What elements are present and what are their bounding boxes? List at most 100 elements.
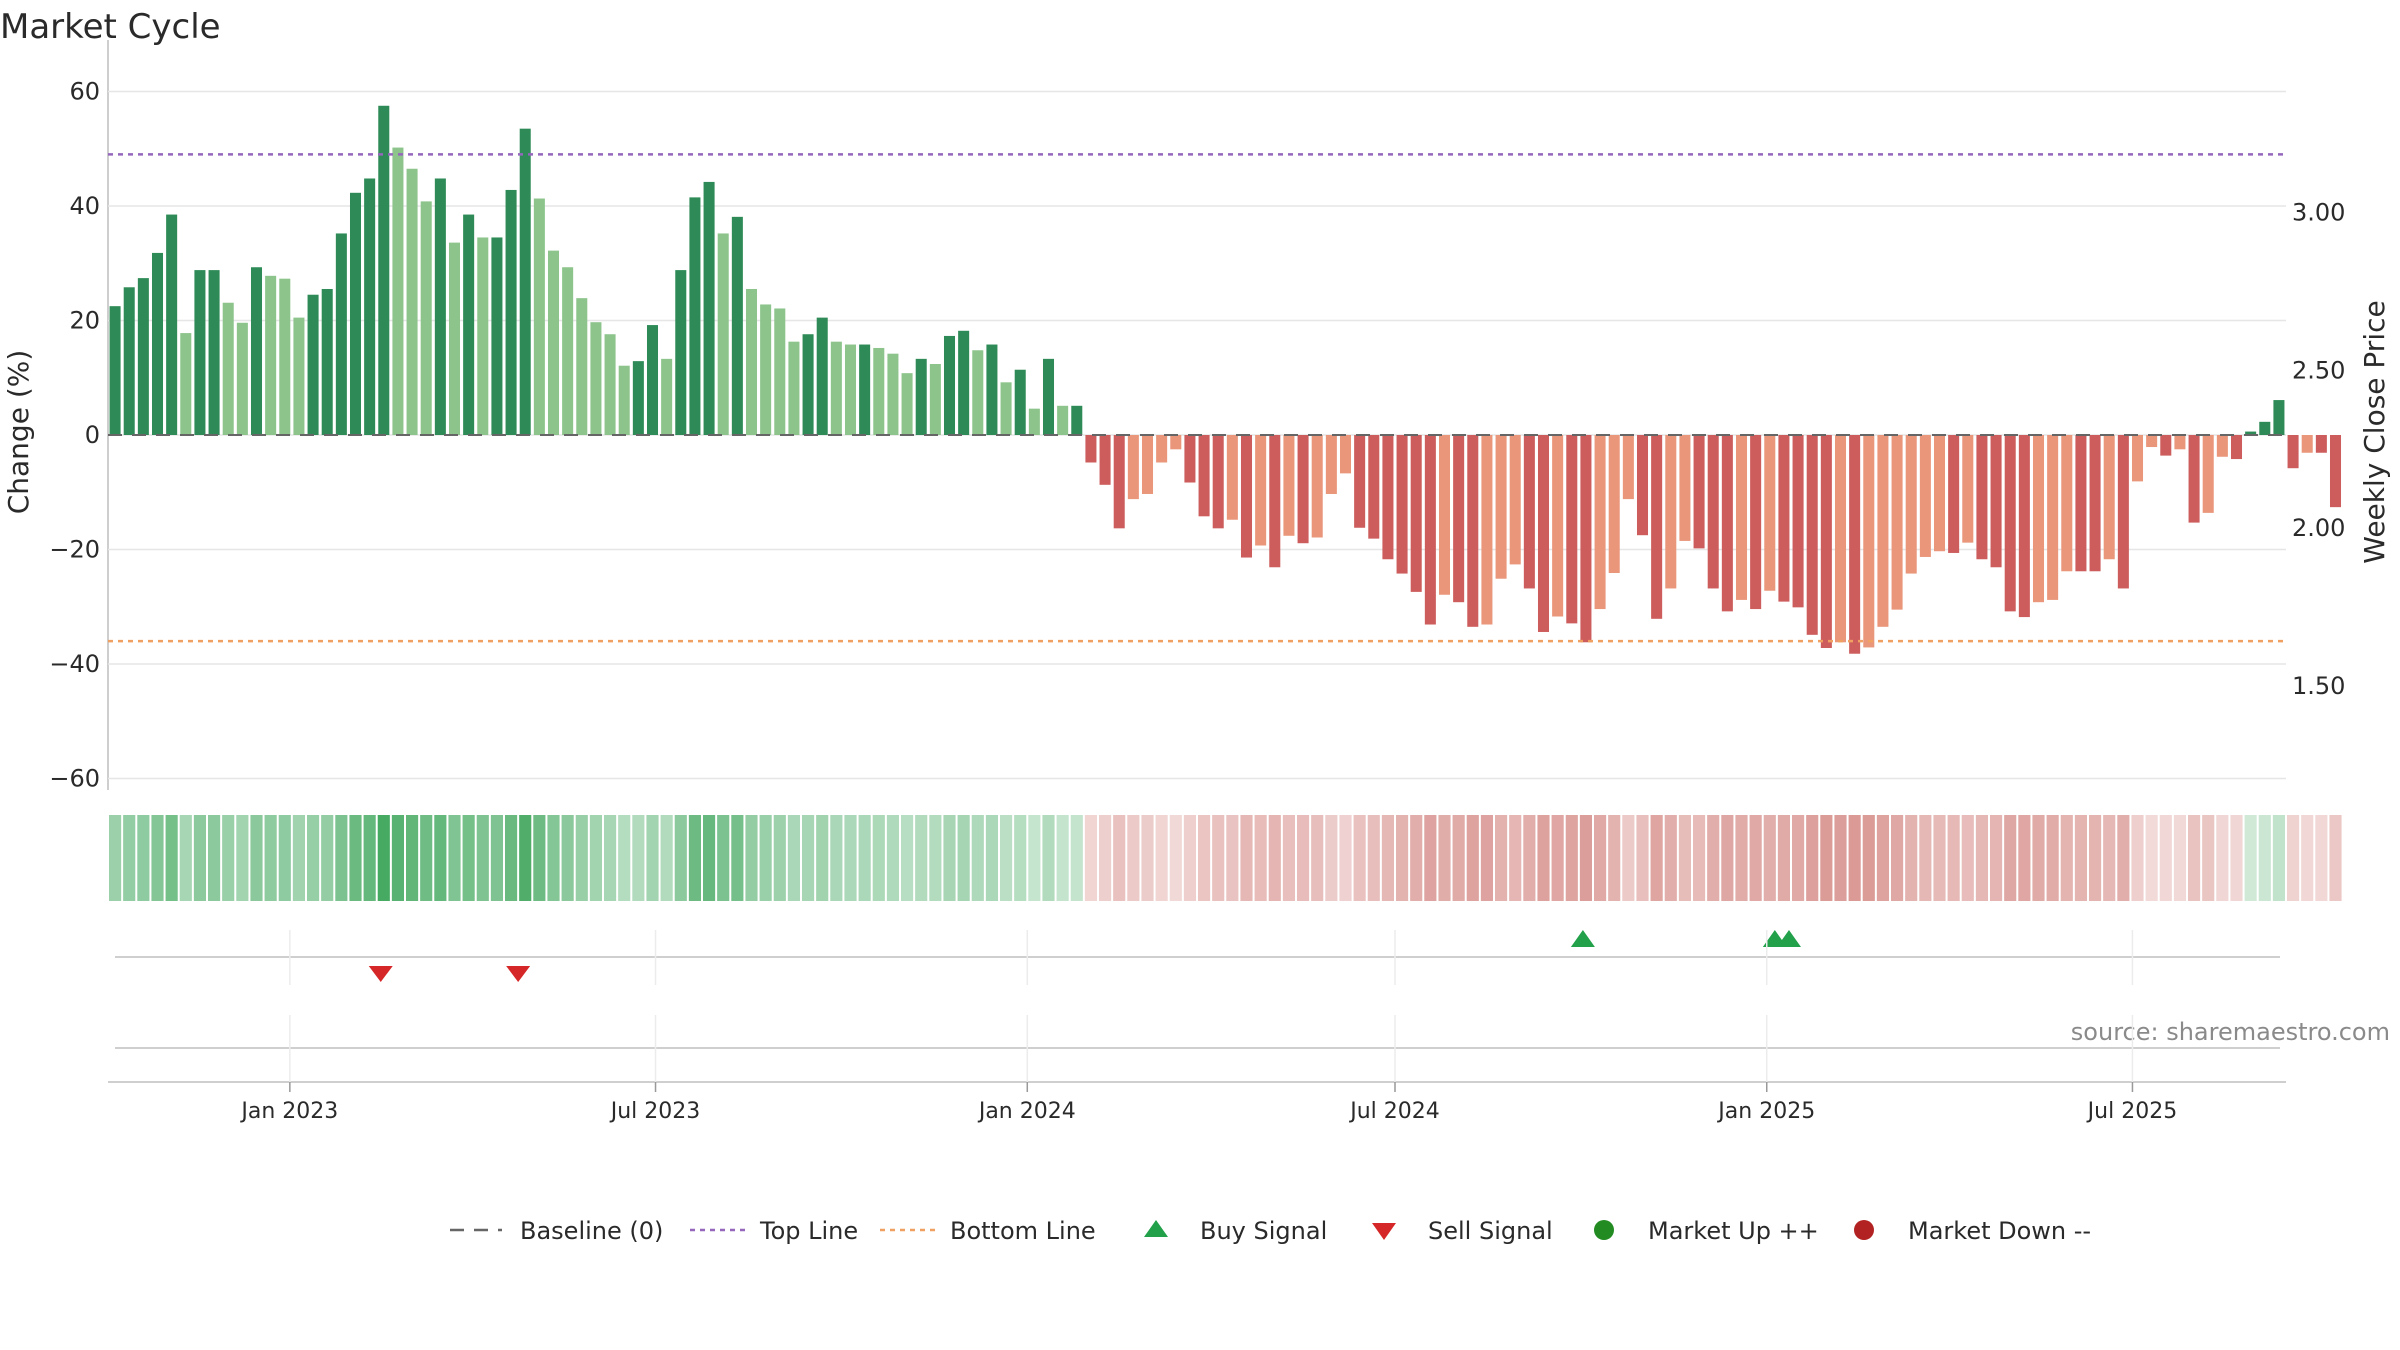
heat-cell — [1707, 815, 1720, 901]
heat-cell — [575, 815, 588, 901]
heat-cell — [1325, 815, 1338, 901]
bar — [491, 237, 503, 435]
y-tick-label: 40 — [69, 192, 100, 220]
bar — [816, 317, 828, 435]
heat-cell — [1396, 815, 1409, 901]
bar — [844, 344, 857, 435]
legend-label: Market Up ++ — [1648, 1217, 1819, 1245]
heat-cell — [165, 815, 178, 901]
heat-cell — [1183, 815, 1196, 901]
heat-cell — [2131, 815, 2144, 901]
heat-cell — [872, 815, 885, 901]
bar — [1240, 435, 1253, 558]
bar — [2202, 435, 2214, 513]
bar — [1113, 435, 1125, 529]
heat-cell — [1212, 815, 1225, 901]
bar — [2174, 435, 2186, 450]
legend-label: Buy Signal — [1200, 1217, 1327, 1245]
bar — [1071, 405, 1083, 435]
bar — [2047, 435, 2059, 600]
heat-cell — [307, 815, 320, 901]
bar — [123, 287, 135, 435]
heat-cell — [462, 815, 475, 901]
heat-cell — [490, 815, 503, 901]
legend-item: Baseline (0) — [450, 1217, 663, 1245]
heat-cell — [1678, 815, 1691, 901]
heat-cell — [1042, 815, 1055, 901]
bar — [1325, 435, 1337, 494]
heat-cell — [1099, 815, 1112, 901]
heat-cell — [1947, 815, 1960, 901]
bar — [830, 341, 842, 435]
heat-cell — [1664, 815, 1677, 901]
bar — [1834, 435, 1847, 643]
heat-cell — [830, 815, 843, 901]
y2-tick-label: 3.00 — [2292, 199, 2345, 227]
heat-cell — [2060, 815, 2073, 901]
bar — [406, 168, 418, 435]
bar — [1523, 435, 1535, 589]
bar — [887, 353, 899, 435]
heat-cell — [1000, 815, 1013, 901]
buy-signal-marker — [1776, 930, 1801, 947]
bar — [1919, 435, 1931, 557]
y-tick-label: 0 — [85, 421, 100, 449]
bar — [2216, 435, 2228, 457]
bar — [2160, 435, 2172, 456]
legend-item: Market Up ++ — [1594, 1217, 1819, 1245]
heat-cell — [1891, 815, 1904, 901]
heat-cell — [1424, 815, 1437, 901]
heat-cell — [1282, 815, 1295, 901]
bar — [1453, 435, 1465, 603]
legend-triangle-up-icon — [1144, 1220, 1168, 1237]
heat-cell — [278, 815, 291, 901]
heat-cell — [1339, 815, 1352, 901]
bar — [1792, 435, 1804, 608]
heat-cell — [377, 815, 390, 901]
heat-cell — [1014, 815, 1027, 901]
bar — [576, 298, 588, 435]
heat-cell — [1820, 815, 1833, 901]
y-axis-label: Change (%) — [2, 350, 35, 515]
heat-cell — [1056, 815, 1069, 901]
bar — [1382, 435, 1394, 560]
bar — [463, 214, 475, 435]
heat-cell — [1297, 815, 1310, 901]
bar — [349, 192, 362, 435]
heat-cell — [1961, 815, 1974, 901]
heat-cell — [391, 815, 404, 901]
sell-signal-marker — [368, 966, 393, 982]
heat-cell — [618, 815, 631, 901]
bar — [420, 201, 432, 435]
bar — [307, 294, 319, 435]
heat-cell — [1622, 815, 1635, 901]
heat-cell — [420, 815, 433, 901]
heat-cell — [1311, 815, 1324, 901]
bar — [1764, 435, 1776, 591]
heat-cell — [109, 815, 122, 901]
heat-cell — [1905, 815, 1918, 901]
bar — [2075, 435, 2087, 572]
bar — [180, 333, 192, 435]
bar — [1721, 435, 1733, 612]
bar — [434, 178, 446, 435]
bar — [448, 242, 461, 435]
bar — [1057, 405, 1069, 435]
bar — [1424, 435, 1436, 625]
heat-cell — [533, 815, 546, 901]
bar — [1962, 435, 1974, 543]
heat-cell — [2117, 815, 2130, 901]
bar — [1905, 435, 1917, 574]
heat-cell — [137, 815, 150, 901]
heat-cell — [1990, 815, 2003, 901]
y2-tick-label: 2.50 — [2292, 356, 2345, 384]
heat-cell — [2258, 815, 2271, 901]
heat-cell — [1848, 815, 1861, 901]
bar — [703, 181, 715, 435]
heat-cell — [1975, 815, 1988, 901]
bar — [2061, 435, 2073, 572]
bar — [1735, 435, 1748, 600]
heat-cell — [123, 815, 136, 901]
heat-cell — [2244, 815, 2257, 901]
heat-cell — [448, 815, 461, 901]
